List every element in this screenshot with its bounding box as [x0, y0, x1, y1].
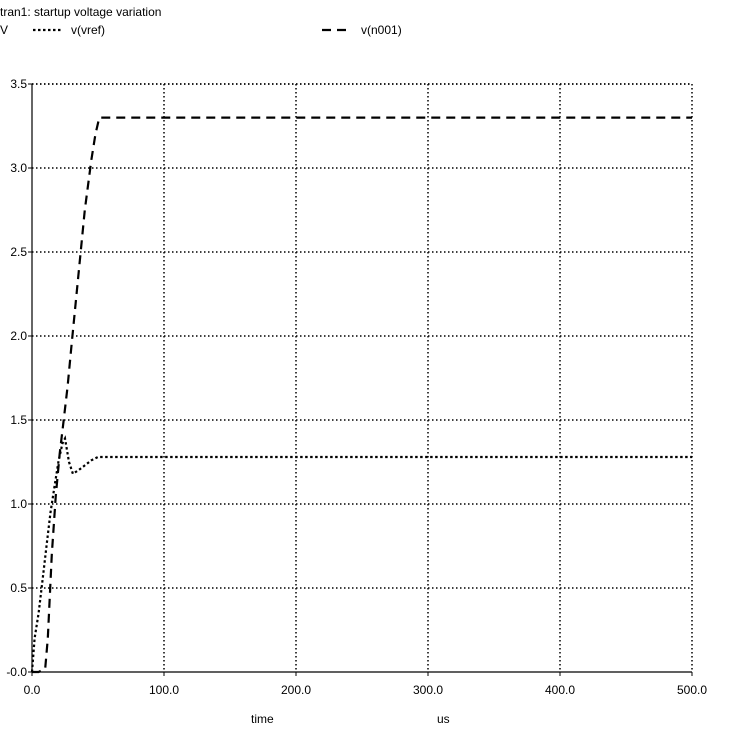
y-tick-label: 1.5 [10, 413, 27, 427]
y-tick-label: 1.0 [10, 497, 27, 511]
y-tick-label: 2.5 [10, 245, 27, 259]
x-axis-unit-label: us [437, 712, 450, 726]
y-tick-label: 3.5 [10, 77, 27, 91]
x-axis-label: time [251, 712, 274, 726]
chart-title: tran1: startup voltage variation [0, 5, 161, 19]
y-tick-label: -0.0 [6, 665, 27, 679]
x-tick-label: 300.0 [413, 683, 443, 697]
x-tick-label: 500.0 [677, 683, 707, 697]
x-tick-label: 100.0 [149, 683, 179, 697]
series-line-1 [32, 116, 692, 674]
y-axis-unit-label: V [0, 23, 8, 37]
y-tick-label: 3.0 [10, 161, 27, 175]
series-line-0 [30, 435, 692, 673]
x-tick-label: 200.0 [281, 683, 311, 697]
x-tick-label: 0.0 [24, 683, 41, 697]
y-tick-label: 2.0 [10, 329, 27, 343]
x-tick-label: 400.0 [545, 683, 575, 697]
y-tick-label: 0.5 [10, 581, 27, 595]
legend-label-1: v(n001) [361, 23, 402, 37]
legend-label-0: v(vref) [71, 23, 105, 37]
